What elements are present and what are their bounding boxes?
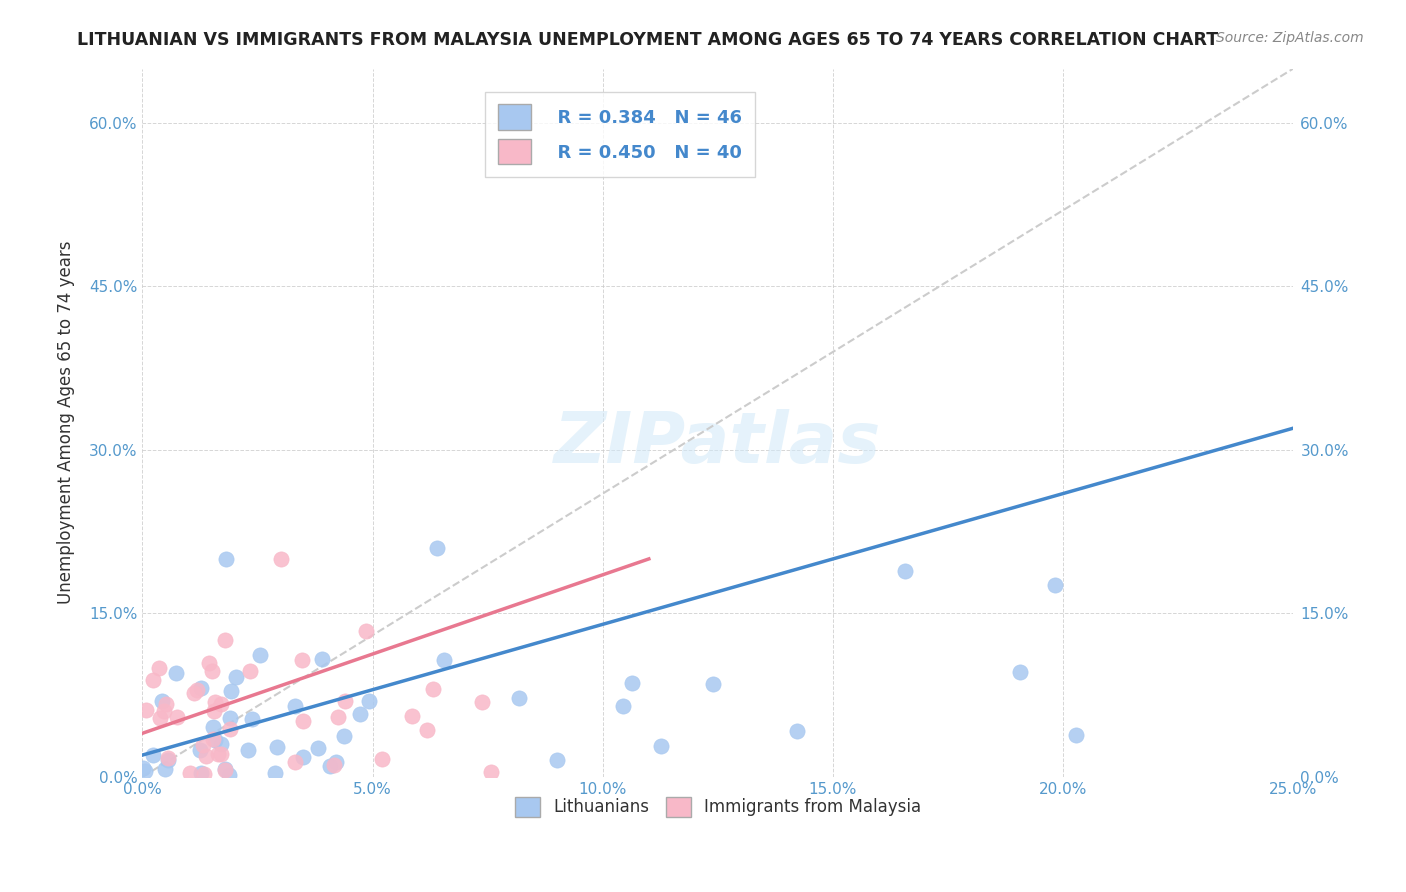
Point xyxy=(291,653,314,667)
Point xyxy=(150,693,173,707)
Point xyxy=(1045,578,1067,592)
Point xyxy=(191,738,214,752)
Point xyxy=(204,733,226,747)
Point xyxy=(236,743,259,757)
Point xyxy=(546,754,568,768)
Point xyxy=(702,677,724,691)
Point xyxy=(786,723,808,738)
Point xyxy=(209,747,232,761)
Point xyxy=(197,656,219,670)
Text: Source: ZipAtlas.com: Source: ZipAtlas.com xyxy=(1216,31,1364,45)
Point xyxy=(292,714,315,728)
Point xyxy=(204,695,226,709)
Point xyxy=(202,732,225,747)
Point xyxy=(155,763,177,777)
Point xyxy=(479,765,502,780)
Point xyxy=(188,743,211,757)
Point xyxy=(415,723,437,737)
Point xyxy=(620,676,643,690)
Point xyxy=(214,552,236,566)
Point xyxy=(612,699,634,714)
Point xyxy=(319,759,342,773)
Point xyxy=(219,722,242,736)
Point xyxy=(201,720,224,734)
Point xyxy=(291,750,314,764)
Point xyxy=(1064,728,1087,742)
Point xyxy=(209,697,232,711)
Point xyxy=(322,758,344,772)
Point xyxy=(264,766,287,780)
Point xyxy=(148,661,170,675)
Point xyxy=(190,681,212,696)
Point xyxy=(894,564,917,578)
Point xyxy=(135,703,157,717)
Point xyxy=(1008,665,1031,679)
Point xyxy=(401,709,423,723)
Point xyxy=(153,704,176,718)
Point xyxy=(266,739,288,754)
Point xyxy=(240,712,263,726)
Point xyxy=(307,741,329,756)
Point xyxy=(214,763,236,777)
Point xyxy=(426,541,449,555)
Text: ZIPatlas: ZIPatlas xyxy=(554,409,882,478)
Point xyxy=(149,711,172,725)
Point xyxy=(370,752,392,766)
Point xyxy=(354,624,377,639)
Point xyxy=(433,653,456,667)
Point xyxy=(156,751,179,765)
Point xyxy=(207,747,229,761)
Point xyxy=(325,755,347,769)
Point xyxy=(333,729,356,743)
Point xyxy=(218,767,240,781)
Point xyxy=(166,710,188,724)
Point xyxy=(179,766,201,780)
Point xyxy=(471,694,494,708)
Point xyxy=(142,673,165,688)
Point xyxy=(328,710,350,724)
Point xyxy=(219,684,242,698)
Point xyxy=(190,766,212,780)
Point xyxy=(195,748,218,763)
Point xyxy=(209,737,232,751)
Point xyxy=(165,666,187,681)
Point xyxy=(284,755,307,769)
Point xyxy=(186,683,208,698)
Point xyxy=(193,766,215,780)
Point xyxy=(214,763,236,777)
Point xyxy=(311,652,333,666)
Point xyxy=(508,691,530,706)
Y-axis label: Unemployment Among Ages 65 to 74 years: Unemployment Among Ages 65 to 74 years xyxy=(58,241,75,605)
Point xyxy=(157,753,180,767)
Point xyxy=(202,704,225,718)
Text: LITHUANIAN VS IMMIGRANTS FROM MALAYSIA UNEMPLOYMENT AMONG AGES 65 TO 74 YEARS CO: LITHUANIAN VS IMMIGRANTS FROM MALAYSIA U… xyxy=(77,31,1219,49)
Point xyxy=(249,648,271,662)
Point xyxy=(214,632,236,647)
Point xyxy=(183,686,205,700)
Point xyxy=(155,697,177,711)
Point xyxy=(201,664,224,678)
Point xyxy=(349,706,371,721)
Point xyxy=(142,748,165,763)
Point xyxy=(333,694,356,708)
Point xyxy=(134,764,156,778)
Point xyxy=(132,761,155,775)
Point xyxy=(270,552,292,566)
Point xyxy=(357,694,380,708)
Point xyxy=(219,711,242,725)
Point xyxy=(422,682,444,697)
Point xyxy=(239,665,262,679)
Point xyxy=(284,698,307,713)
Point xyxy=(225,670,247,684)
Point xyxy=(650,739,672,753)
Legend: Lithuanians, Immigrants from Malaysia: Lithuanians, Immigrants from Malaysia xyxy=(506,789,929,825)
